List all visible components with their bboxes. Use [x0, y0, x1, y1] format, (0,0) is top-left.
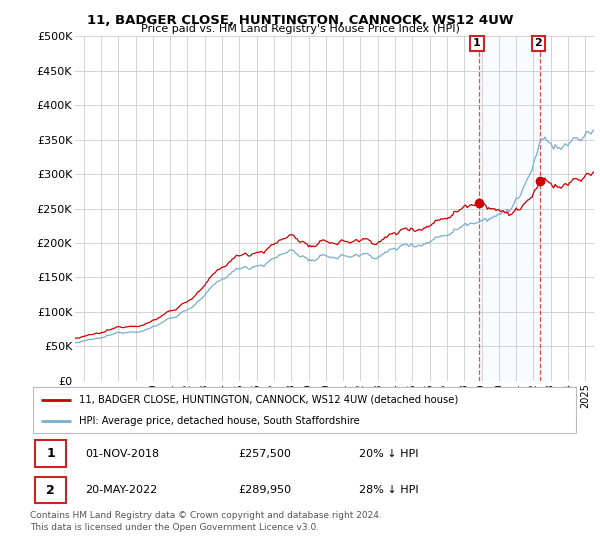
Text: HPI: Average price, detached house, South Staffordshire: HPI: Average price, detached house, Sout…: [79, 416, 360, 426]
Bar: [479, 36, 548, 381]
Text: £289,950: £289,950: [239, 485, 292, 495]
Text: 11, BADGER CLOSE, HUNTINGTON, CANNOCK, WS12 4UW: 11, BADGER CLOSE, HUNTINGTON, CANNOCK, W…: [87, 14, 513, 27]
Text: 20% ↓ HPI: 20% ↓ HPI: [359, 449, 419, 459]
FancyBboxPatch shape: [33, 388, 576, 433]
Text: 28% ↓ HPI: 28% ↓ HPI: [359, 485, 419, 495]
Text: 2: 2: [46, 483, 55, 497]
FancyBboxPatch shape: [35, 440, 65, 467]
Text: 01-NOV-2018: 01-NOV-2018: [85, 449, 159, 459]
Text: 11, BADGER CLOSE, HUNTINGTON, CANNOCK, WS12 4UW (detached house): 11, BADGER CLOSE, HUNTINGTON, CANNOCK, W…: [79, 395, 458, 405]
Text: 1: 1: [473, 38, 481, 48]
Text: £257,500: £257,500: [239, 449, 292, 459]
Text: 1: 1: [46, 447, 55, 460]
FancyBboxPatch shape: [35, 477, 65, 503]
Text: Price paid vs. HM Land Registry's House Price Index (HPI): Price paid vs. HM Land Registry's House …: [140, 24, 460, 34]
Text: 20-MAY-2022: 20-MAY-2022: [85, 485, 157, 495]
Text: 2: 2: [535, 38, 542, 48]
Text: Contains HM Land Registry data © Crown copyright and database right 2024.
This d: Contains HM Land Registry data © Crown c…: [30, 511, 382, 531]
